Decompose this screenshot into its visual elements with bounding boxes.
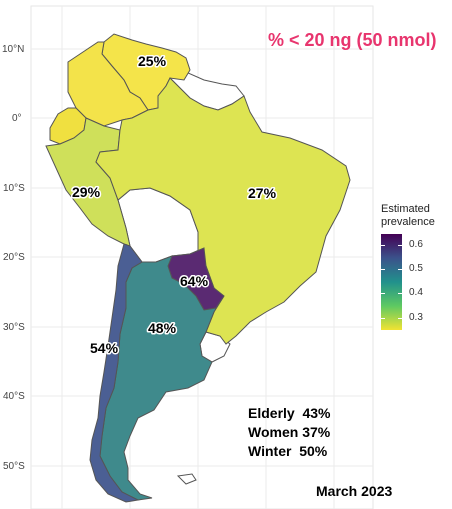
- lat-tick-50s: 50°S: [3, 461, 25, 472]
- lat-tick-20s: 20°S: [3, 252, 25, 263]
- region-brazil: [95, 77, 351, 345]
- label-brazil: 27%: [248, 185, 277, 201]
- lat-tick-0: 0°: [12, 113, 22, 124]
- lat-tick-10n: 10°N: [2, 44, 24, 55]
- legend-tick-06: 0.6: [409, 239, 423, 250]
- legend-mark-right: [398, 318, 402, 319]
- stat-elderly: Elderly 43%: [248, 405, 331, 421]
- lat-tick-30s: 30°S: [3, 322, 25, 333]
- label-venezuela: 25%: [138, 53, 167, 69]
- lat-tick-40s: 40°S: [3, 391, 25, 402]
- legend-mark-right: [398, 245, 402, 246]
- legend-title-line2: prevalence: [381, 216, 435, 228]
- date-label: March 2023: [316, 483, 393, 499]
- lat-tick-labels: 10°N 0° 10°S 20°S 30°S 40°S 50°S: [2, 44, 25, 472]
- lat-tick-10s: 10°S: [3, 183, 25, 194]
- legend-tick-05: 0.5: [409, 263, 423, 274]
- falklands-region: [176, 473, 197, 485]
- legend-mark-right: [398, 269, 402, 270]
- legend-tick-03: 0.3: [409, 312, 423, 323]
- map-title: % < 20 ng (50 nmol): [268, 30, 437, 50]
- label-chile: 54%: [90, 340, 119, 356]
- subgroup-stats: Elderly 43% Women 37% Winter 50%: [248, 404, 331, 461]
- label-argentina: 48%: [148, 320, 177, 336]
- legend-colorbar: [381, 234, 402, 330]
- legend-mark-left: [381, 318, 385, 319]
- legend-mark-left: [381, 269, 385, 270]
- legend-mark-right: [398, 293, 402, 294]
- legend-tick-04: 0.4: [409, 287, 423, 298]
- stat-women: Women 37%: [248, 424, 331, 440]
- legend-title-line1: Estimated: [381, 203, 430, 215]
- region-chile: [89, 243, 143, 503]
- stat-winter: Winter 50%: [248, 443, 328, 459]
- legend-title: Estimated prevalence: [381, 203, 435, 229]
- legend-mark-left: [381, 245, 385, 246]
- legend-mark-left: [381, 293, 385, 294]
- label-paraguay: 64%: [180, 273, 209, 289]
- label-peru: 29%: [72, 184, 101, 200]
